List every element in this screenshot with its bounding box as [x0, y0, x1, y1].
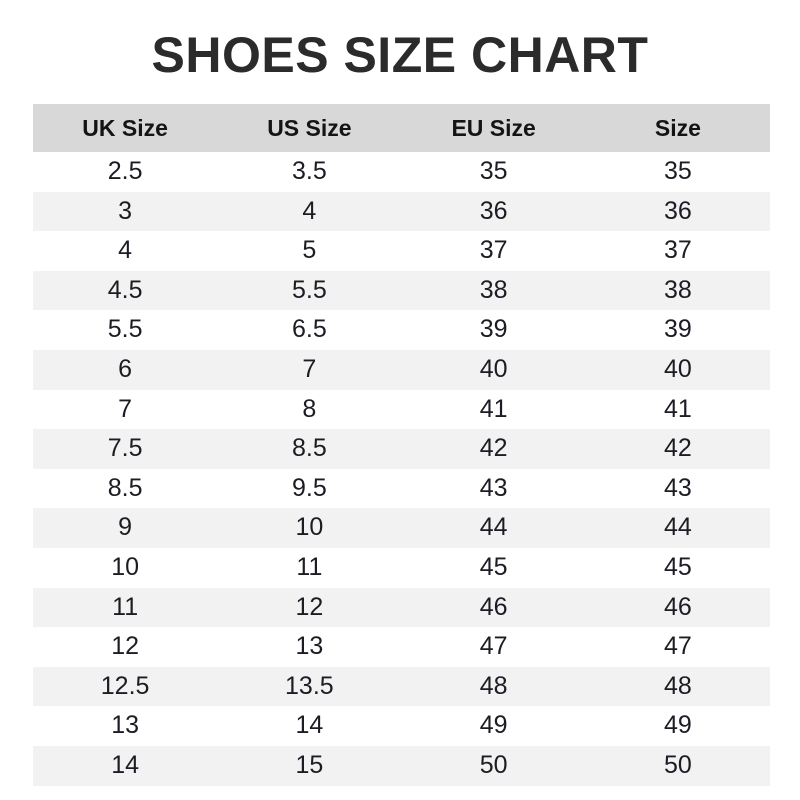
cell-us-size: 4: [217, 191, 402, 232]
column-header-size: Size: [585, 104, 770, 152]
table-row: 12.5 13.5 48 48: [33, 666, 770, 707]
cell-uk-size: 8.5: [33, 468, 218, 509]
cell-uk-size: 12: [33, 627, 218, 667]
cell-eu-size: 37: [401, 231, 586, 271]
cell-size: 39: [585, 310, 770, 350]
cell-us-size: 3.5: [217, 152, 402, 192]
cell-eu-size: 44: [401, 508, 586, 548]
cell-eu-size: 35: [401, 152, 586, 192]
cell-uk-size: 11: [33, 587, 218, 628]
cell-us-size: 6.5: [217, 310, 402, 350]
table-row: 6 7 40 40: [33, 349, 770, 390]
cell-eu-size: 39: [401, 310, 586, 350]
table-header: UK Size US Size EU Size Size: [33, 104, 770, 152]
cell-size: 37: [585, 231, 770, 271]
cell-size: 41: [585, 389, 770, 430]
cell-size: 49: [585, 706, 770, 746]
page-title: SHOES SIZE CHART: [151, 27, 649, 83]
table-header-row: UK Size US Size EU Size Size: [33, 104, 770, 152]
cell-us-size: 13: [217, 627, 402, 667]
table-row: 13 14 49 49: [33, 706, 770, 746]
table-row: 14 15 50 50: [33, 745, 770, 786]
table-row: 7.5 8.5 42 42: [33, 429, 770, 469]
cell-size: 38: [585, 270, 770, 311]
cell-uk-size: 6: [33, 349, 218, 390]
column-header-us-size: US Size: [217, 104, 402, 152]
cell-size: 40: [585, 349, 770, 390]
cell-size: 46: [585, 587, 770, 628]
cell-us-size: 8: [217, 389, 402, 430]
cell-size: 36: [585, 191, 770, 232]
cell-eu-size: 36: [401, 191, 586, 232]
table-row: 4.5 5.5 38 38: [33, 270, 770, 311]
cell-uk-size: 4.5: [33, 270, 218, 311]
cell-uk-size: 3: [33, 191, 218, 232]
table-row: 9 10 44 44: [33, 508, 770, 548]
cell-eu-size: 42: [401, 429, 586, 469]
cell-uk-size: 12.5: [33, 666, 218, 707]
cell-us-size: 15: [217, 745, 402, 786]
cell-uk-size: 10: [33, 547, 218, 588]
table-row: 7 8 41 41: [33, 389, 770, 430]
cell-us-size: 5.5: [217, 270, 402, 311]
cell-us-size: 7: [217, 349, 402, 390]
cell-us-size: 11: [217, 547, 402, 588]
cell-eu-size: 38: [401, 270, 586, 311]
cell-uk-size: 7.5: [33, 429, 218, 469]
cell-eu-size: 46: [401, 587, 586, 628]
size-table-container: UK Size US Size EU Size Size 2.5 3.5 35 …: [33, 104, 770, 786]
cell-eu-size: 47: [401, 627, 586, 667]
cell-us-size: 8.5: [217, 429, 402, 469]
cell-uk-size: 5.5: [33, 310, 218, 350]
cell-uk-size: 4: [33, 231, 218, 271]
cell-eu-size: 49: [401, 706, 586, 746]
table-row: 3 4 36 36: [33, 191, 770, 232]
cell-us-size: 5: [217, 231, 402, 271]
column-header-uk-size: UK Size: [33, 104, 218, 152]
table-row: 11 12 46 46: [33, 587, 770, 628]
table-row: 4 5 37 37: [33, 231, 770, 271]
table-row: 5.5 6.5 39 39: [33, 310, 770, 350]
cell-eu-size: 43: [401, 468, 586, 509]
cell-uk-size: 13: [33, 706, 218, 746]
cell-us-size: 12: [217, 587, 402, 628]
cell-us-size: 10: [217, 508, 402, 548]
table-body: 2.5 3.5 35 35 3 4 36 36 4 5 37 37: [33, 152, 770, 786]
cell-size: 48: [585, 666, 770, 707]
cell-us-size: 14: [217, 706, 402, 746]
cell-size: 44: [585, 508, 770, 548]
cell-size: 43: [585, 468, 770, 509]
table-row: 10 11 45 45: [33, 547, 770, 588]
cell-size: 42: [585, 429, 770, 469]
shoes-size-table: UK Size US Size EU Size Size 2.5 3.5 35 …: [33, 104, 770, 786]
cell-eu-size: 40: [401, 349, 586, 390]
cell-uk-size: 14: [33, 745, 218, 786]
cell-uk-size: 9: [33, 508, 218, 548]
column-header-eu-size: EU Size: [401, 104, 586, 152]
cell-size: 45: [585, 547, 770, 588]
cell-size: 35: [585, 152, 770, 192]
cell-us-size: 13.5: [217, 666, 402, 707]
cell-uk-size: 2.5: [33, 152, 218, 192]
cell-size: 47: [585, 627, 770, 667]
cell-size: 50: [585, 745, 770, 786]
table-row: 2.5 3.5 35 35: [33, 152, 770, 192]
cell-uk-size: 7: [33, 389, 218, 430]
cell-eu-size: 48: [401, 666, 586, 707]
table-row: 12 13 47 47: [33, 627, 770, 667]
cell-us-size: 9.5: [217, 468, 402, 509]
cell-eu-size: 50: [401, 745, 586, 786]
table-row: 8.5 9.5 43 43: [33, 468, 770, 509]
cell-eu-size: 45: [401, 547, 586, 588]
cell-eu-size: 41: [401, 389, 586, 430]
